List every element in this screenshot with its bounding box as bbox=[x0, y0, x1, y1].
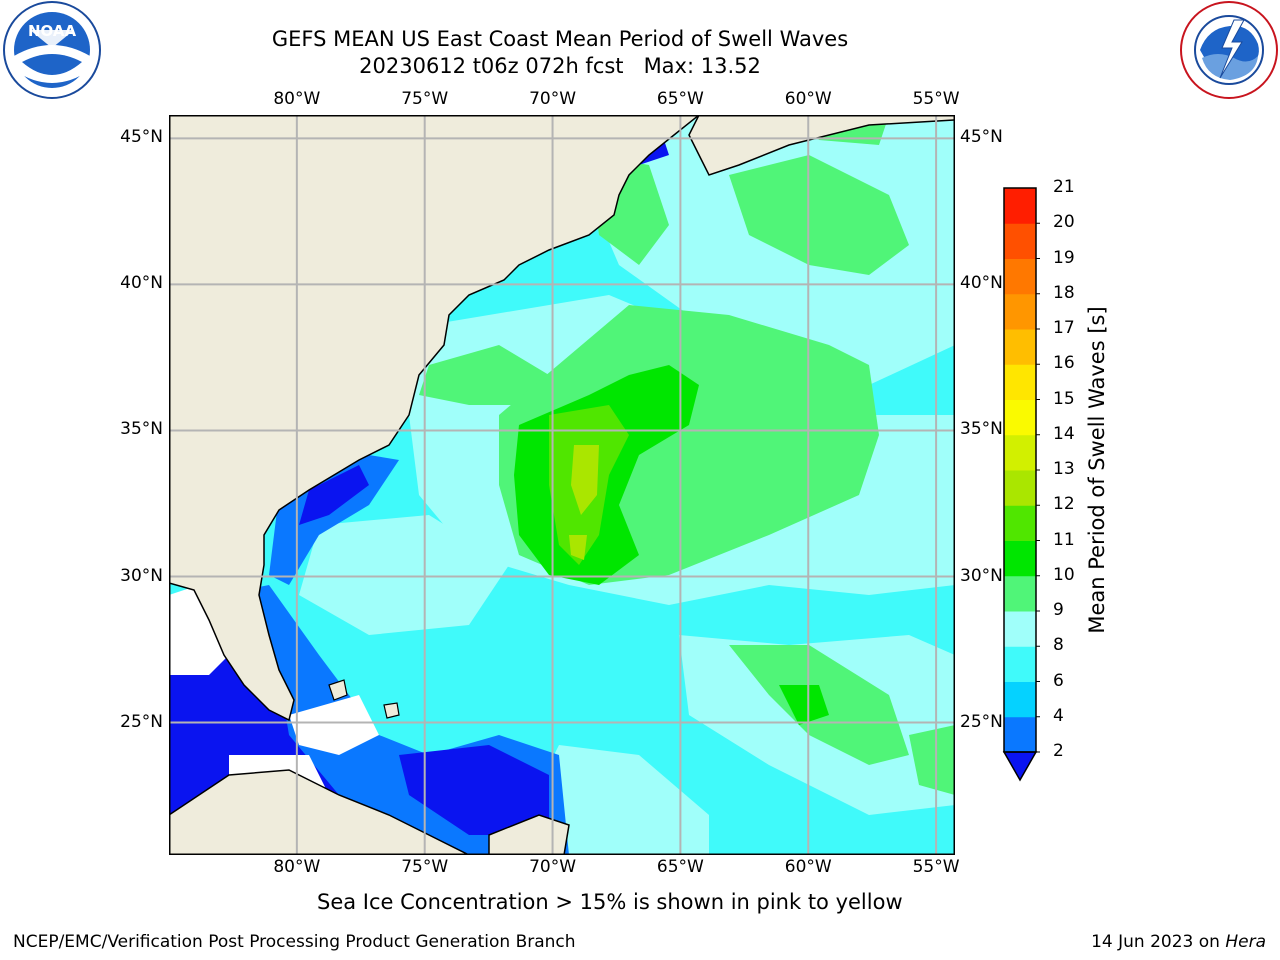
colorbar-segment bbox=[1004, 329, 1036, 365]
us-mainland bbox=[169, 115, 701, 722]
colorbar-segment bbox=[1004, 470, 1036, 506]
longitude-label-bottom: 55°W bbox=[912, 857, 960, 877]
generation-date: 14 Jun 2023 on Hera bbox=[1091, 932, 1266, 952]
colorbar-segment bbox=[1004, 399, 1036, 436]
latitude-label-right: 30°N bbox=[960, 565, 1003, 586]
swell-period-map bbox=[169, 115, 955, 855]
svg-text:NOAA: NOAA bbox=[28, 22, 77, 40]
colorbar-segment bbox=[1004, 681, 1036, 718]
map-gridlines bbox=[169, 115, 954, 854]
colorbar-level-label: 16 bbox=[1053, 353, 1075, 374]
longitude-label-bottom: 75°W bbox=[401, 857, 449, 877]
colorbar-level-label: 18 bbox=[1053, 282, 1075, 303]
bahamas-island bbox=[383, 702, 400, 719]
latitude-label-left: 30°N bbox=[120, 565, 163, 586]
colorbar-level-label: 13 bbox=[1053, 459, 1075, 479]
colorbar-level-label: 17 bbox=[1053, 318, 1075, 338]
longitude-label-bottom: 60°W bbox=[784, 857, 832, 877]
colorbar-level-label: 21 bbox=[1053, 177, 1075, 197]
latitude-label-right: 25°N bbox=[960, 711, 1003, 732]
colorbar-segment bbox=[1004, 505, 1036, 541]
longitude-label-bottom: 70°W bbox=[529, 857, 577, 877]
hispaniola bbox=[488, 814, 570, 854]
colorbar-level-label: 14 bbox=[1053, 423, 1075, 444]
colorbar-level-label: 20 bbox=[1053, 212, 1075, 233]
colorbar-level-label: 4 bbox=[1053, 705, 1064, 726]
colorbar-segment bbox=[1004, 575, 1036, 612]
colorbar-segment bbox=[1004, 364, 1036, 400]
colorbar-segment bbox=[1004, 293, 1036, 330]
longitude-label-top: 80°W bbox=[273, 89, 321, 109]
latitude-label-right: 35°N bbox=[960, 419, 1003, 440]
colorbar-segment bbox=[1004, 258, 1036, 295]
colorbar-segment bbox=[1004, 646, 1036, 682]
nova-scotia bbox=[688, 115, 954, 176]
swell-contour-12-13 bbox=[569, 445, 599, 560]
colorbar-segment bbox=[1004, 434, 1036, 471]
nws-logo-icon bbox=[1180, 1, 1278, 99]
latitude-label-left: 45°N bbox=[120, 127, 163, 148]
colorbar-segment bbox=[1004, 716, 1036, 753]
colorbar-level-label: 2 bbox=[1053, 741, 1064, 761]
longitude-label-top: 70°W bbox=[529, 89, 577, 109]
longitude-label-top: 60°W bbox=[784, 89, 832, 109]
latitude-label-left: 25°N bbox=[120, 711, 163, 732]
latitude-label-left: 35°N bbox=[120, 419, 163, 440]
colorbar-level-label: 12 bbox=[1053, 494, 1075, 515]
sea-ice-note: Sea Ice Concentration > 15% is shown in … bbox=[317, 890, 903, 914]
generation-date-text: 14 Jun 2023 on bbox=[1091, 932, 1226, 952]
colorbar-under-arrow bbox=[1002, 751, 1038, 782]
colorbar-title: Mean Period of Swell Waves [s] bbox=[1085, 306, 1109, 634]
colorbar-level-label: 11 bbox=[1053, 529, 1075, 550]
longitude-label-bottom: 80°W bbox=[273, 857, 321, 877]
longitude-label-top: 55°W bbox=[912, 89, 960, 109]
colorbar-level-label: 8 bbox=[1053, 635, 1064, 656]
noaa-logo-icon: NOAA bbox=[3, 1, 101, 99]
longitude-label-top: 75°W bbox=[401, 89, 449, 109]
colorbar-level-label: 15 bbox=[1053, 388, 1075, 409]
colorbar-level-label: 6 bbox=[1053, 670, 1064, 691]
colorbar-segment bbox=[1004, 611, 1036, 647]
colorbar-segment bbox=[1004, 540, 1036, 577]
map-subtitle: 20230612 t06z 072h fcst Max: 13.52 bbox=[359, 54, 761, 78]
colorbar bbox=[1002, 187, 1040, 782]
latitude-label-right: 40°N bbox=[960, 273, 1003, 294]
map-frame bbox=[169, 115, 955, 855]
colorbar-segment bbox=[1004, 223, 1036, 259]
bahamas-island bbox=[328, 679, 348, 701]
longitude-label-bottom: 65°W bbox=[656, 857, 704, 877]
longitude-label-top: 65°W bbox=[656, 89, 704, 109]
colorbar-level-label: 19 bbox=[1053, 247, 1075, 268]
colorbar-level-label: 9 bbox=[1053, 600, 1064, 620]
organization-credit: NCEP/EMC/Verification Post Processing Pr… bbox=[13, 932, 576, 952]
colorbar-level-label: 10 bbox=[1053, 564, 1075, 585]
latitude-label-left: 40°N bbox=[120, 273, 163, 294]
map-title: GEFS MEAN US East Coast Mean Period of S… bbox=[271, 27, 849, 51]
cuba bbox=[169, 769, 469, 854]
latitude-label-right: 45°N bbox=[960, 127, 1003, 148]
colorbar-segment bbox=[1004, 188, 1036, 224]
machine-name: Hera bbox=[1225, 932, 1266, 952]
